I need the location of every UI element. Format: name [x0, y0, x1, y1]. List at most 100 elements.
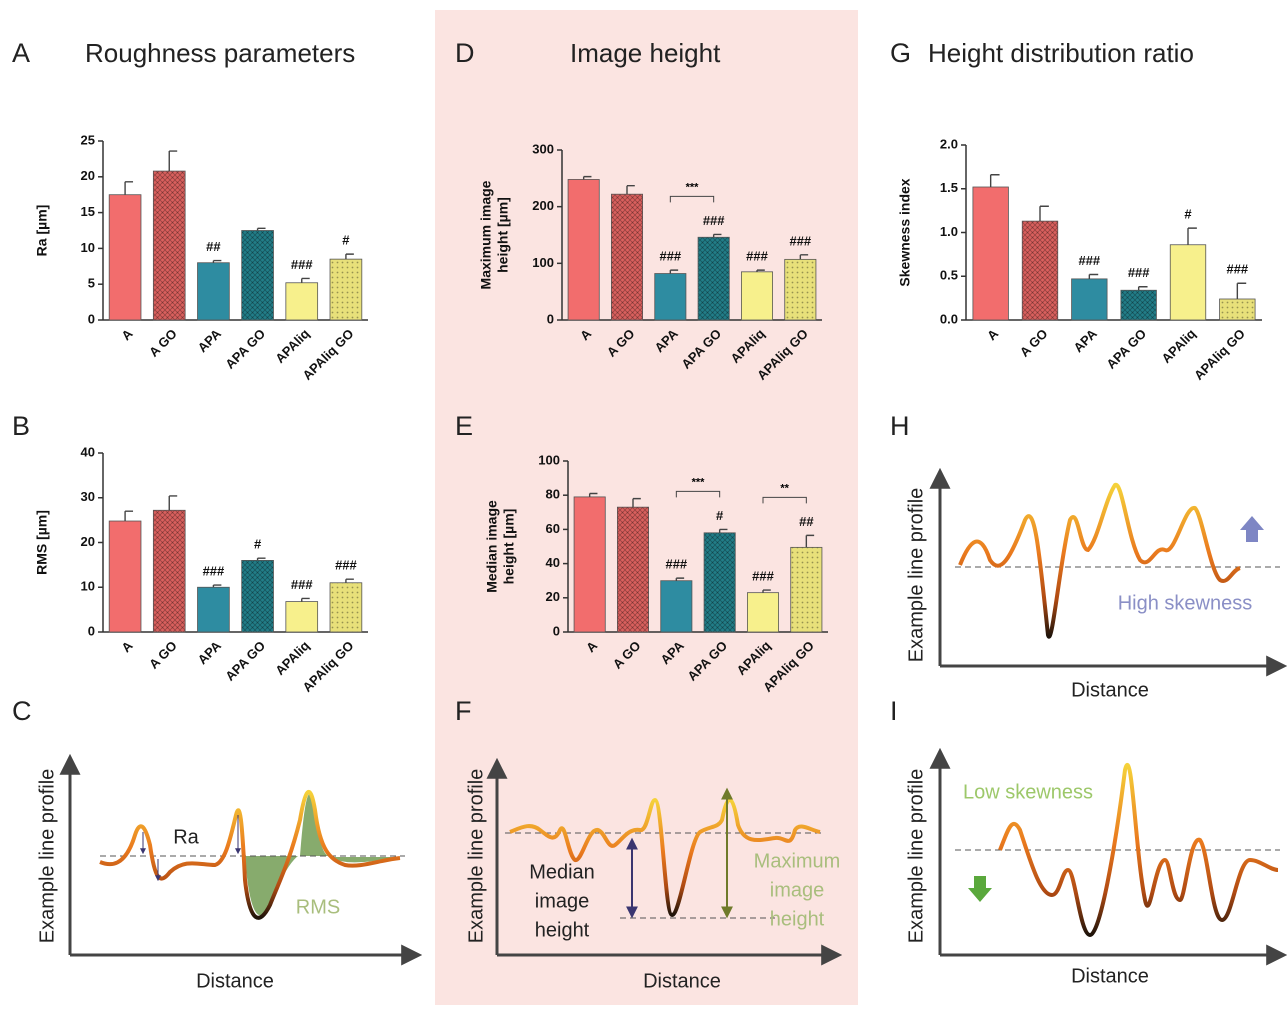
y-axis-label: height [µm] [501, 509, 517, 585]
x-label: Distance [1071, 679, 1149, 701]
significance-marker: # [1184, 207, 1192, 222]
y-tick-label: 1.5 [940, 180, 958, 195]
panel-letter: D [455, 38, 475, 68]
y-tick-label: 2.0 [940, 136, 958, 151]
x-tick-label: APAliq [272, 326, 312, 366]
section-title: Height distribution ratio [928, 38, 1194, 68]
significance-marker: ### [203, 563, 225, 578]
significance-marker: ### [789, 233, 811, 248]
y-tick-label: 100 [538, 452, 560, 467]
x-tick-label: A GO [146, 638, 180, 672]
y-axis-label: RMS [µm] [34, 510, 50, 575]
y-tick-label: 20 [546, 589, 560, 604]
annotation: image [770, 879, 824, 901]
y-tick-label: 0 [547, 311, 554, 326]
annotation: height [770, 908, 825, 930]
x-tick-label: A GO [146, 326, 180, 360]
x-tick-label: APA GO [1103, 326, 1149, 372]
y-label: Example line profile [905, 769, 927, 944]
x-tick-label: A GO [1017, 326, 1051, 360]
bar [1220, 299, 1256, 320]
y-axis-label: Ra [µm] [34, 205, 50, 257]
y-label: Example line profile [465, 769, 487, 944]
bar [286, 602, 318, 632]
error-bar [1139, 287, 1148, 291]
error-bar [1040, 206, 1049, 221]
annotation: Low skewness [963, 781, 1093, 803]
y-tick-label: 1.0 [940, 224, 958, 239]
x-tick-label: APA [195, 638, 225, 668]
error-bar [302, 278, 310, 282]
bar [109, 195, 141, 320]
annotation: Median [529, 861, 595, 883]
y-axis-label: Maximum image [478, 180, 494, 289]
bar [698, 237, 729, 320]
section-title: Roughness parameters [85, 38, 355, 68]
bar [747, 593, 778, 632]
y-tick-label: 10 [81, 579, 95, 594]
bar [1170, 245, 1206, 320]
y-tick-label: 20 [81, 168, 95, 183]
significance-marker: # [716, 508, 724, 523]
y-tick-label: 0 [88, 311, 95, 326]
x-tick-label: APA GO [222, 638, 268, 684]
bar [330, 583, 362, 632]
error-bar [125, 182, 133, 195]
y-tick-label: 0.5 [940, 268, 958, 283]
x-tick-label: A [984, 326, 1002, 344]
y-tick-label: 300 [532, 141, 554, 156]
x-label: Distance [643, 970, 721, 992]
bar [791, 547, 822, 632]
panel-letter: H [890, 411, 910, 441]
significance-marker: ### [665, 557, 687, 572]
up-arrow [1240, 516, 1264, 542]
x-label: Distance [196, 970, 274, 992]
bar [973, 187, 1009, 320]
error-bar [169, 496, 177, 510]
error-bar [346, 579, 354, 583]
annotation: image [535, 890, 589, 912]
schematic-h: H Example line profile Distance High ske… [890, 411, 1283, 701]
bar [198, 587, 230, 632]
error-bar [991, 175, 1000, 187]
y-label: Example line profile [36, 769, 58, 944]
x-tick-label: APA GO [222, 326, 268, 372]
y-axis-label: Median image [484, 500, 500, 593]
error-bar [1237, 283, 1246, 299]
x-tick-label: APA [195, 326, 225, 356]
annotation: High skewness [1118, 592, 1253, 614]
bar [617, 507, 648, 632]
panel-letter: B [12, 411, 30, 441]
bar [704, 533, 735, 632]
significance-marker: ## [206, 239, 221, 254]
error-bar [1089, 275, 1098, 279]
y-tick-label: 5 [88, 276, 95, 291]
schematic-c: C Example line profile Distance Ra RMS [12, 696, 418, 992]
significance-label: *** [692, 476, 706, 488]
bar [1022, 221, 1058, 320]
y-axis-label: height [µm] [495, 197, 511, 273]
bar [785, 259, 816, 320]
panel-letter: I [890, 696, 898, 726]
bar [330, 259, 362, 320]
x-label: Distance [1071, 965, 1149, 987]
significance-label: ** [780, 482, 789, 494]
page: body { margin: 0; background: #fff; font… [0, 0, 1287, 1020]
error-bar [302, 598, 310, 601]
significance-marker: # [254, 537, 262, 552]
error-bar [346, 254, 354, 259]
y-tick-label: 100 [532, 255, 554, 270]
panel-letter: A [12, 38, 30, 68]
section-title: Image height [570, 38, 721, 68]
x-tick-label: APA [1071, 326, 1101, 356]
bar [611, 194, 642, 320]
bar [198, 263, 230, 320]
x-tick-label: A [118, 326, 136, 344]
bar [109, 521, 141, 632]
y-tick-label: 40 [81, 444, 95, 459]
significance-marker: ## [799, 514, 814, 529]
panel-letter: C [12, 696, 32, 726]
y-tick-label: 30 [81, 489, 95, 504]
bar [655, 274, 686, 320]
error-bar [169, 151, 177, 171]
